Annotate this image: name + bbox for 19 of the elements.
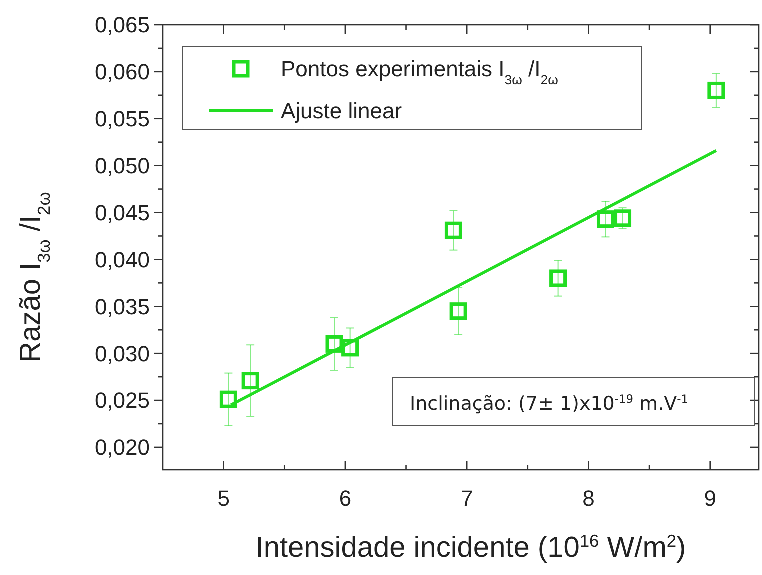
x-tick-label: 5 — [218, 486, 230, 511]
y-tick-label: 0,045 — [94, 200, 150, 226]
y-tick-label: 0,050 — [94, 154, 150, 179]
legend-label: Ajuste linear — [281, 98, 402, 124]
x-tick-label: 6 — [339, 486, 352, 511]
y-tick-label: 0,040 — [94, 247, 150, 272]
y-tick-label: 0,060 — [94, 60, 150, 85]
x-tick-label: 8 — [582, 486, 595, 511]
y-tick-label: 0,065 — [94, 12, 150, 38]
x-axis-title: Intensidade incidente (10$^{16}$ W/m$^{2}$) — [256, 531, 686, 564]
y-tick-label: 0,030 — [94, 341, 150, 366]
y-tick-label: 0,025 — [94, 388, 150, 414]
y-tick-label: 0,035 — [94, 294, 150, 320]
y-tick-label: 0,055 — [94, 106, 150, 132]
annotation: Inclinação: (7± 1)x10$^{-19}$ m.V$^{-1}$ — [410, 392, 688, 415]
x-tick-label: 7 — [460, 486, 474, 511]
legend-label: Pontos experimentais I$_{3ω}$ /I$_{2ω}$ — [281, 56, 558, 88]
x-tick-label: 9 — [704, 486, 716, 511]
y-tick-label: 0,020 — [94, 435, 150, 460]
